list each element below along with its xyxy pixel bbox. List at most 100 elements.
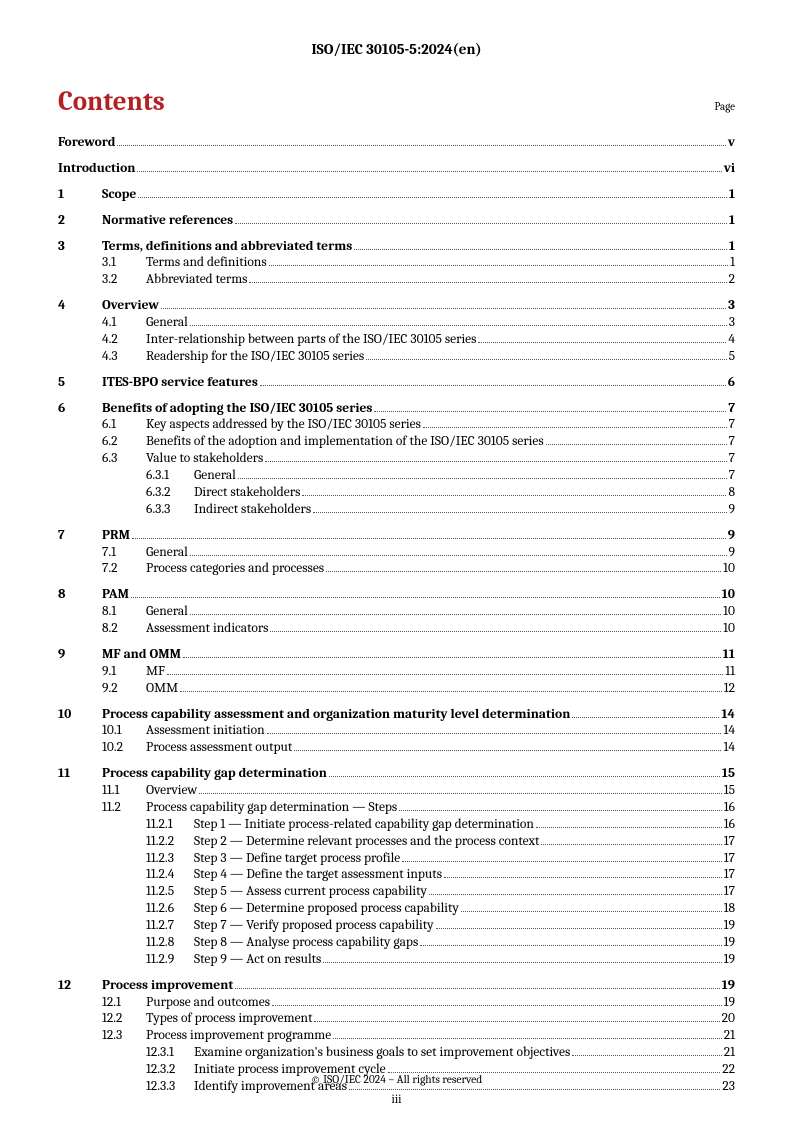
toc-entry-number: 11.2.5	[146, 884, 194, 901]
toc-leader-dots	[294, 750, 721, 751]
toc-entry-title: Process improvement programme	[146, 1028, 331, 1045]
toc-entry: 11.2.4Step 4 — Define the target assessm…	[58, 867, 735, 884]
toc-entry-number: 11.2.7	[146, 918, 194, 935]
toc-entry: 12.3Process improvement programme21	[58, 1028, 735, 1045]
toc-entry-page: 1	[730, 255, 735, 272]
toc-entry-number: 3.1	[102, 255, 146, 272]
toc-entry: 9MF and OMM11	[58, 647, 735, 664]
toc-entry-number: 4.1	[102, 315, 146, 332]
toc-entry-page: 6	[728, 375, 735, 392]
toc-entry-page: 20	[722, 1011, 735, 1028]
toc-entry-title: MF	[146, 664, 165, 681]
toc-entry-number: 7	[58, 528, 102, 545]
toc-leader-dots	[326, 571, 721, 572]
toc-leader-dots	[313, 512, 726, 513]
toc-entry-page: 15	[722, 766, 735, 783]
toc-entry: 6.3.1General7	[58, 468, 735, 485]
toc-entry-number: 11.2.9	[146, 952, 194, 969]
toc-leader-dots	[354, 249, 727, 250]
toc-entry-number: 6.3	[102, 451, 146, 468]
toc-entry-title: Readership for the ISO/IEC 30105 series	[146, 349, 364, 366]
toc-entry: 11.2.6Step 6 — Determine proposed proces…	[58, 901, 735, 918]
toc-entry-page: 11	[723, 647, 735, 664]
toc-entry-number: 2	[58, 213, 102, 230]
toc-entry-title: OMM	[146, 681, 178, 698]
toc-entry: 12Process improvement19	[58, 978, 735, 995]
toc-entry-title: Types of process improvement	[146, 1011, 312, 1028]
toc-entry-page: 10	[723, 604, 735, 621]
toc-entry-number: 6.3.2	[146, 485, 194, 502]
toc-entry: 4.3Readership for the ISO/IEC 30105 seri…	[58, 349, 735, 366]
toc-entry-page: 17	[724, 884, 735, 901]
toc-entry-number: 10.2	[102, 740, 146, 757]
toc-entry: 11Process capability gap determination15	[58, 766, 735, 783]
toc-leader-dots	[183, 657, 721, 658]
toc-entry-title: Purpose and outcomes	[146, 995, 270, 1012]
toc-entry-title: Benefits of adopting the ISO/IEC 30105 s…	[102, 401, 372, 418]
toc-leader-dots	[420, 945, 721, 946]
toc-entry-page: 12	[724, 681, 735, 698]
toc-entry-page: 3	[728, 298, 735, 315]
toc-entry-page: 7	[729, 451, 735, 468]
toc-entry-title: Process capability gap determination	[102, 766, 327, 783]
toc-entry-title: Assessment indicators	[146, 621, 268, 638]
toc-entry-page: 14	[723, 723, 735, 740]
toc-leader-dots	[536, 827, 722, 828]
toc-entry: 9.1MF11	[58, 664, 735, 681]
toc-entry-number: 3	[58, 239, 102, 256]
toc-entry: 7PRM9	[58, 528, 735, 545]
toc-entry-page: 14	[723, 740, 735, 757]
toc-entry-number: 6.2	[102, 434, 146, 451]
toc-entry-number: 11.2.4	[146, 867, 194, 884]
toc-entry-title: PRM	[102, 528, 130, 545]
toc-entry-title: General	[146, 545, 188, 562]
toc-entry-title: Terms and definitions	[146, 255, 267, 272]
toc-entry: 12.2Types of process improvement20	[58, 1011, 735, 1028]
toc-leader-dots	[349, 1089, 720, 1090]
toc-entry: 11.1Overview15	[58, 783, 735, 800]
toc-leader-dots	[333, 1038, 722, 1039]
page-column-label: Page	[714, 100, 735, 113]
contents-title: Contents	[58, 86, 165, 117]
toc-entry: 11.2.5Step 5 — Assess current process ca…	[58, 884, 735, 901]
toc-entry-title: Process capability gap determination — S…	[146, 800, 397, 817]
toc-leader-dots	[399, 810, 722, 811]
toc-entry: Forewordv	[58, 135, 735, 152]
toc-entry-page: 16	[724, 817, 735, 834]
toc-entry: 10.1Assessment initiation14	[58, 723, 735, 740]
toc-leader-dots	[190, 325, 727, 326]
toc-entry: 1Scope1	[58, 187, 735, 204]
toc-entry-page: 17	[724, 834, 735, 851]
toc-entry-title: Process assessment output	[146, 740, 292, 757]
toc-entry-title: Key aspects addressed by the ISO/IEC 301…	[146, 417, 421, 434]
toc-leader-dots	[461, 911, 722, 912]
toc-entry-title: Step 9 — Act on results	[194, 952, 321, 969]
toc-entry-page: 21	[724, 1045, 735, 1062]
toc-entry: 12.3.1Examine organization's business go…	[58, 1045, 735, 1062]
toc-entry-number: 10.1	[102, 723, 146, 740]
toc-entry: 2Normative references1	[58, 213, 735, 230]
toc-entry-title: Abbreviated terms	[146, 272, 247, 289]
toc-leader-dots	[546, 444, 727, 445]
toc-leader-dots	[235, 988, 719, 989]
toc-entry: 11.2.3Step 3 — Define target process pro…	[58, 851, 735, 868]
toc-entry-title: Scope	[102, 187, 136, 204]
toc-entry: 9.2OMM12	[58, 681, 735, 698]
toc-entry: 10Process capability assessment and orga…	[58, 707, 735, 724]
toc-entry-title: Indirect stakeholders	[194, 502, 311, 519]
toc-entry: 12.1Purpose and outcomes19	[58, 995, 735, 1012]
toc-leader-dots	[541, 844, 721, 845]
toc-entry-title: Step 8 — Analyse process capability gaps	[194, 935, 418, 952]
document-header: ISO/IEC 30105-5:2024(en)	[58, 40, 735, 58]
toc-leader-dots	[572, 717, 719, 718]
toc-entry: 6.3.2Direct stakeholders8	[58, 485, 735, 502]
toc-entry-page: 19	[724, 918, 735, 935]
toc-entry-number: 9.1	[102, 664, 146, 681]
toc-entry-number: 7.2	[102, 561, 146, 578]
toc-entry: 3.2Abbreviated terms2	[58, 272, 735, 289]
toc-entry-page: 10	[723, 561, 735, 578]
toc-leader-dots	[429, 894, 722, 895]
toc-entry-page: 7	[728, 401, 735, 418]
toc-entry-number: 4.2	[102, 332, 146, 349]
page-number: iii	[0, 1092, 793, 1106]
